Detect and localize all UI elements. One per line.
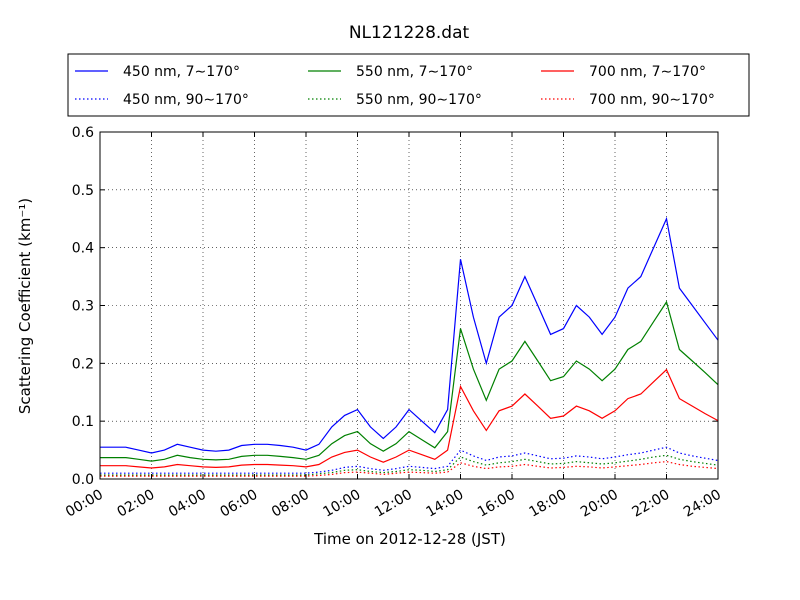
y-axis-label: Scattering Coefficient (km⁻¹): [16, 198, 34, 414]
plot-frame: [99, 131, 719, 480]
x-tick-label: 12:00: [372, 487, 415, 521]
x-tick-label: 06:00: [218, 487, 261, 521]
data-line: [100, 368, 719, 469]
x-tick-label: 16:00: [475, 487, 518, 521]
y-tick-label: 0.3: [72, 299, 94, 315]
x-tick-label: 24:00: [681, 487, 724, 521]
x-tick-label: 02:00: [115, 487, 158, 521]
x-axis-label: Time on 2012-12-28 (JST): [313, 530, 506, 548]
x-tick-label: 04:00: [166, 487, 209, 521]
y-tick-label: 0.0: [72, 472, 94, 488]
x-tick-label: 08:00: [269, 487, 312, 521]
legend-label: 450 nm, 90∼170°: [123, 92, 249, 108]
legend-box: [67, 53, 750, 117]
x-tick-label: 10:00: [321, 487, 364, 521]
chart-title: NL121228.dat: [349, 23, 470, 43]
y-tick-label: 0.5: [72, 183, 94, 199]
legend-label: 700 nm, 7∼170°: [589, 64, 706, 80]
data-line: [100, 446, 719, 474]
y-tick-label: 0.1: [72, 414, 94, 430]
legend: 450 nm, 7∼170° 550 nm, 7∼170° 700 nm, 7∼17…: [67, 53, 750, 117]
y-tick-label: 0.6: [72, 125, 94, 141]
legend-label: 700 nm, 90∼170°: [589, 92, 715, 108]
legend-label: 450 nm, 7∼170°: [123, 64, 240, 80]
y-tick-label: 0.4: [72, 241, 94, 257]
x-tick-label: 00:00: [63, 487, 106, 521]
x-tick-label: 18:00: [527, 487, 570, 521]
legend-label: 550 nm, 90∼170°: [356, 92, 482, 108]
data-line: [100, 216, 719, 454]
legend-label: 550 nm, 7∼170°: [356, 64, 473, 80]
x-tick-label: 14:00: [424, 487, 467, 521]
data-line: [100, 300, 719, 462]
y-tick-label: 0.2: [72, 356, 94, 372]
data-line: [100, 460, 719, 477]
x-tick-label: 22:00: [630, 487, 673, 521]
x-tick-label: 20:00: [578, 487, 621, 521]
